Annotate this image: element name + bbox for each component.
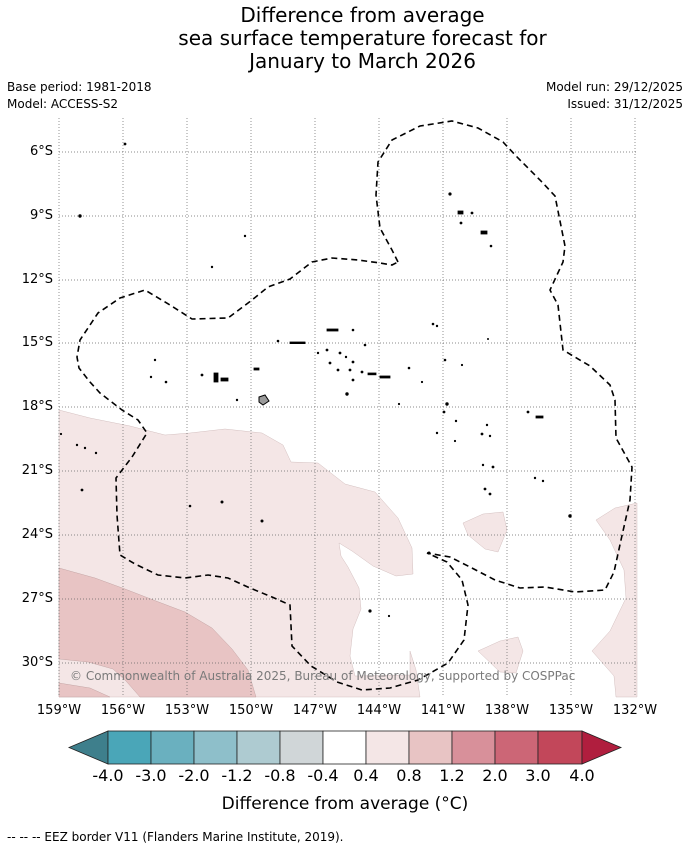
meta-right: Model run: 29/12/2025 Issued: 31/12/2025 xyxy=(546,79,683,113)
eez-footnote: -- -- -- EEZ border V11 (Flanders Marine… xyxy=(7,830,344,844)
lon-label-147w: 147°W xyxy=(292,703,338,718)
lon-label-153w: 153°W xyxy=(164,703,210,718)
colorbar-label: -4.0 xyxy=(92,766,124,785)
lat-label-18s: 18°S xyxy=(21,399,53,414)
lon-label-132w: 132°W xyxy=(612,703,658,718)
tahiti-island xyxy=(258,394,270,406)
meta-left: Base period: 1981-2018 Model: ACCESS-S2 xyxy=(7,79,152,113)
lat-label-24s: 24°S xyxy=(21,527,53,542)
colorbar-label: -3.0 xyxy=(135,766,167,785)
colorbar-seg-6 xyxy=(322,730,367,765)
lat-gridlines xyxy=(59,151,637,664)
colorbar-label: 0.4 xyxy=(353,766,379,785)
lon-label-135w: 135°W xyxy=(548,703,594,718)
lon-label-150w: 150°W xyxy=(228,703,274,718)
issued-date: Issued: 31/12/2025 xyxy=(567,97,683,111)
colorbar-label: -1.2 xyxy=(221,766,253,785)
colorbar-seg-3 xyxy=(193,730,238,765)
base-period: Base period: 1981-2018 xyxy=(7,80,152,94)
colorbar-label: 3.0 xyxy=(525,766,551,785)
colorbar-title: Difference from average (°C) xyxy=(221,794,469,814)
colorbar xyxy=(67,730,623,765)
lat-label-15s: 15°S xyxy=(21,335,53,350)
colorbar-seg-10 xyxy=(494,730,539,765)
colorbar-seg-9 xyxy=(451,730,496,765)
model-name: Model: ACCESS-S2 xyxy=(7,97,119,111)
lon-label-144w: 144°W xyxy=(356,703,402,718)
lat-label-12s: 12°S xyxy=(21,272,53,287)
colorbar-seg-4 xyxy=(236,730,281,765)
lon-label-141w: 141°W xyxy=(420,703,466,718)
colorbar-seg-5 xyxy=(279,730,324,765)
lon-label-138w: 138°W xyxy=(484,703,530,718)
lat-label-6s: 6°S xyxy=(29,144,53,159)
lat-label-30s: 30°S xyxy=(21,655,53,670)
anomaly-patch-east-1 xyxy=(462,511,508,553)
title-line-3: January to March 2026 xyxy=(249,49,476,73)
anomaly-band-dark-bottom xyxy=(58,682,111,698)
colorbar-seg-7 xyxy=(365,730,410,765)
lon-label-159w: 159°W xyxy=(36,703,82,718)
anomaly-patch-east-3 xyxy=(591,502,638,698)
title-line-1: Difference from average xyxy=(240,3,485,27)
colorbar-seg-2 xyxy=(150,730,195,765)
islands xyxy=(59,142,572,618)
colorbar-label: 1.2 xyxy=(439,766,465,785)
colorbar-arrow-high xyxy=(581,730,623,765)
anomaly-patch-east-2 xyxy=(477,636,524,674)
lat-label-27s: 27°S xyxy=(21,591,53,606)
colorbar-label: -2.0 xyxy=(178,766,210,785)
colorbar-label: -0.4 xyxy=(307,766,339,785)
model-run: Model run: 29/12/2025 xyxy=(545,80,683,94)
colorbar-label: 2.0 xyxy=(482,766,508,785)
colorbar-label: 4.0 xyxy=(569,766,595,785)
colorbar-arrow-low xyxy=(67,730,109,765)
lat-label-9s: 9°S xyxy=(29,208,53,223)
anomaly-band-dark xyxy=(58,567,257,698)
map-copyright: © Commonwealth of Australia 2025, Bureau… xyxy=(70,669,576,683)
colorbar-label: -0.8 xyxy=(264,766,296,785)
colorbar-seg-11 xyxy=(537,730,583,765)
colorbar-seg-1 xyxy=(107,730,152,765)
chart-title: Difference from average sea surface temp… xyxy=(0,4,690,73)
colorbar-seg-8 xyxy=(408,730,453,765)
lon-label-156w: 156°W xyxy=(100,703,146,718)
title-line-2: sea surface temperature forecast for xyxy=(178,26,547,50)
lat-label-21s: 21°S xyxy=(21,463,53,478)
colorbar-label: 0.8 xyxy=(396,766,422,785)
